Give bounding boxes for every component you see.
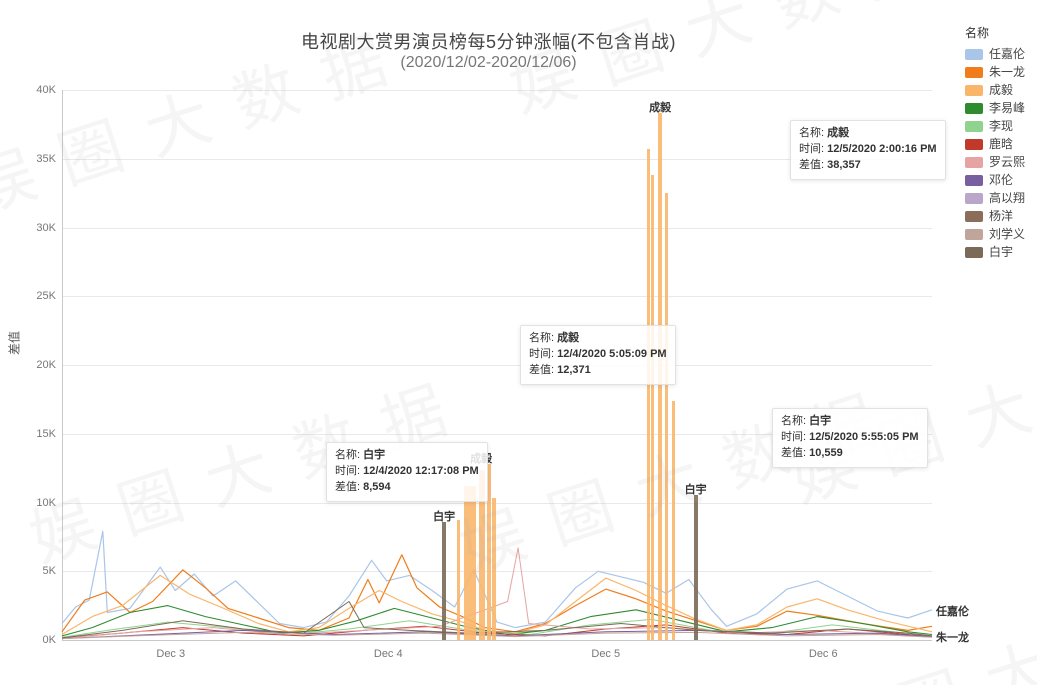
tooltip-value-label: 差值: — [335, 481, 363, 493]
y-tick-label: 15K — [36, 428, 56, 440]
legend-swatch — [965, 139, 983, 150]
series-end-label: 朱一龙 — [936, 629, 969, 645]
peak-label: 成毅 — [649, 99, 671, 115]
legend-item[interactable]: 白宇 — [965, 243, 1025, 261]
legend-swatch — [965, 229, 983, 240]
tooltip-name: 白宇 — [809, 415, 831, 427]
y-tick-label: 40K — [36, 84, 56, 96]
legend-item[interactable]: 成毅 — [965, 81, 1025, 99]
gridline — [62, 640, 932, 641]
tooltip-value-label: 差值: — [529, 364, 557, 376]
x-tick-label: Dec 3 — [156, 648, 185, 660]
chart-subtitle: (2020/12/02-2020/12/06) — [0, 54, 977, 72]
tooltip-value: 8,594 — [363, 481, 391, 493]
tooltip-time-label: 时间: — [781, 431, 809, 443]
legend-item[interactable]: 李现 — [965, 117, 1025, 135]
legend-label: 杨洋 — [989, 207, 1013, 225]
series-spike — [694, 495, 698, 640]
legend-swatch — [965, 211, 983, 222]
series-spike — [457, 520, 460, 640]
series-spike — [665, 193, 668, 640]
tooltip: 名称: 成毅时间: 12/5/2020 2:00:16 PM差值: 38,357 — [790, 120, 946, 180]
legend-swatch — [965, 157, 983, 168]
legend-item[interactable]: 邓伦 — [965, 171, 1025, 189]
legend-label: 李易峰 — [989, 99, 1025, 117]
legend-label: 白宇 — [989, 243, 1013, 261]
tooltip-name: 成毅 — [827, 127, 849, 139]
tooltip-name-label: 名称: — [335, 449, 363, 461]
legend-item[interactable]: 朱一龙 — [965, 63, 1025, 81]
legend: 名称 任嘉伦朱一龙成毅李易峰李现鹿晗罗云熙邓伦高以翔杨洋刘学义白宇 — [965, 24, 1025, 261]
legend-label: 李现 — [989, 117, 1013, 135]
series-end-label: 任嘉伦 — [936, 603, 969, 619]
legend-label: 成毅 — [989, 81, 1013, 99]
peak-label: 白宇 — [685, 481, 707, 497]
tooltip-time: 12/4/2020 5:05:09 PM — [557, 348, 666, 360]
legend-item[interactable]: 罗云熙 — [965, 153, 1025, 171]
legend-swatch — [965, 193, 983, 204]
tooltip: 名称: 白宇时间: 12/4/2020 12:17:08 PM差值: 8,594 — [326, 442, 488, 502]
tooltip-value: 38,357 — [827, 159, 861, 171]
x-tick-label: Dec 5 — [591, 648, 620, 660]
tooltip-name-label: 名称: — [529, 332, 557, 344]
legend-item[interactable]: 任嘉伦 — [965, 45, 1025, 63]
legend-swatch — [965, 85, 983, 96]
tooltip-name-label: 名称: — [781, 415, 809, 427]
legend-swatch — [965, 175, 983, 186]
legend-swatch — [965, 103, 983, 114]
series-spike — [492, 498, 496, 640]
tooltip-time-label: 时间: — [529, 348, 557, 360]
tooltip-time-label: 时间: — [335, 465, 363, 477]
series-spike — [647, 149, 650, 640]
x-tick-label: Dec 6 — [809, 648, 838, 660]
legend-label: 刘学义 — [989, 225, 1025, 243]
legend-swatch — [965, 49, 983, 60]
tooltip: 名称: 白宇时间: 12/5/2020 5:55:05 PM差值: 10,559 — [772, 408, 928, 468]
y-tick-label: 10K — [36, 497, 56, 509]
y-tick-label: 5K — [43, 565, 56, 577]
tooltip-name-label: 名称: — [799, 127, 827, 139]
legend-item[interactable]: 刘学义 — [965, 225, 1025, 243]
tooltip-time: 12/5/2020 2:00:16 PM — [827, 143, 936, 155]
tooltip-value: 10,559 — [809, 447, 843, 459]
legend-swatch — [965, 67, 983, 78]
legend-swatch — [965, 121, 983, 132]
legend-item[interactable]: 鹿晗 — [965, 135, 1025, 153]
series-spike — [464, 486, 476, 640]
peak-label: 白宇 — [433, 508, 455, 524]
legend-label: 高以翔 — [989, 189, 1025, 207]
tooltip-time: 12/5/2020 5:55:05 PM — [809, 431, 918, 443]
legend-item[interactable]: 高以翔 — [965, 189, 1025, 207]
legend-label: 任嘉伦 — [989, 45, 1025, 63]
legend-item[interactable]: 杨洋 — [965, 207, 1025, 225]
y-tick-label: 25K — [36, 290, 56, 302]
legend-item[interactable]: 李易峰 — [965, 99, 1025, 117]
series-spike — [442, 522, 446, 640]
y-axis-label: 差值 — [6, 330, 23, 354]
y-tick-label: 35K — [36, 153, 56, 165]
x-tick-label: Dec 4 — [374, 648, 403, 660]
legend-label: 邓伦 — [989, 171, 1013, 189]
legend-label: 罗云熙 — [989, 153, 1025, 171]
legend-swatch — [965, 247, 983, 258]
tooltip-value-label: 差值: — [799, 159, 827, 171]
y-tick-label: 0K — [43, 634, 56, 646]
series-spike — [672, 401, 675, 640]
tooltip-name: 成毅 — [557, 332, 579, 344]
tooltip-value: 12,371 — [557, 364, 591, 376]
legend-title: 名称 — [965, 24, 1025, 41]
legend-label: 朱一龙 — [989, 63, 1025, 81]
chart-title: 电视剧大赏男演员榜每5分钟涨幅(不包含肖战) — [0, 28, 977, 54]
tooltip-name: 白宇 — [363, 449, 385, 461]
tooltip: 名称: 成毅时间: 12/4/2020 5:05:09 PM差值: 12,371 — [520, 325, 676, 385]
legend-label: 鹿晗 — [989, 135, 1013, 153]
tooltip-value-label: 差值: — [781, 447, 809, 459]
series-spike — [651, 175, 654, 640]
y-tick-label: 20K — [36, 359, 56, 371]
tooltip-time: 12/4/2020 12:17:08 PM — [363, 465, 479, 477]
y-tick-label: 30K — [36, 222, 56, 234]
tooltip-time-label: 时间: — [799, 143, 827, 155]
